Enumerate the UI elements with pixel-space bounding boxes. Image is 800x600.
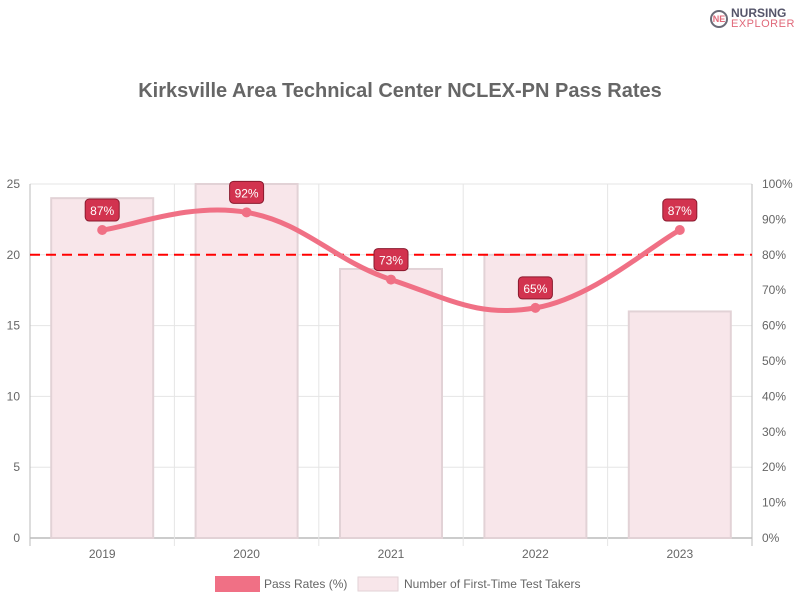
pass-rate-point	[674, 225, 685, 236]
data-label: 92%	[235, 186, 259, 200]
right-tick-label: 80%	[762, 248, 786, 262]
right-tick-label: 70%	[762, 283, 786, 297]
x-tick-label: 2023	[666, 547, 693, 561]
data-label: 65%	[523, 282, 547, 296]
bar	[483, 253, 588, 540]
data-label-box	[662, 198, 698, 222]
logo-icon: NE	[710, 10, 728, 28]
nursing-explorer-logo: NE NURSING EXPLORER	[710, 6, 795, 30]
right-tick-label: 60%	[762, 319, 786, 333]
left-tick-label: 10	[7, 389, 21, 403]
right-tick-label: 30%	[762, 425, 786, 439]
data-label-box	[373, 248, 409, 272]
data-label-box	[84, 198, 120, 222]
left-tick-label: 0	[13, 531, 20, 545]
data-label-box	[229, 180, 265, 204]
pass-rate-point	[386, 274, 396, 285]
bar	[50, 197, 155, 539]
right-tick-label: 10%	[762, 496, 786, 510]
pass-rate-point	[241, 207, 252, 218]
bar	[339, 267, 443, 539]
logo-line1: NURSING	[731, 6, 787, 20]
data-label: 87%	[90, 204, 114, 218]
chart-title: Kirksville Area Technical Center NCLEX-P…	[138, 80, 662, 102]
left-tick-label: 20	[7, 248, 21, 262]
legend-swatch-test-takers	[357, 576, 399, 592]
bar	[194, 183, 299, 539]
right-tick-label: 0%	[762, 531, 780, 545]
bar	[627, 310, 732, 539]
data-label: 87%	[668, 204, 692, 218]
left-tick-label: 15	[7, 319, 21, 333]
right-tick-label: 20%	[762, 460, 786, 474]
data-label: 73%	[379, 254, 403, 268]
logo-line2: EXPLORER	[731, 18, 795, 30]
data-label-box	[517, 276, 553, 300]
right-tick-label: 90%	[762, 212, 786, 226]
right-tick-label: 40%	[762, 389, 786, 403]
pass-rate-point	[530, 302, 541, 313]
legend-label-test-takers: Number of First-Time Test Takers	[404, 577, 580, 591]
x-tick-label: 2021	[378, 547, 405, 561]
right-tick-label: 50%	[762, 354, 786, 368]
x-tick-label: 2020	[233, 547, 260, 561]
left-tick-label: 5	[13, 460, 20, 474]
x-tick-label: 2019	[89, 547, 116, 561]
legend-label-pass-rates: Pass Rates (%)	[264, 577, 347, 591]
x-tick-label: 2022	[522, 547, 549, 561]
pass-rate-point	[97, 225, 108, 236]
legend-swatch-pass-rates	[215, 576, 260, 592]
left-tick-label: 25	[7, 177, 21, 191]
right-tick-label: 100%	[762, 177, 793, 191]
